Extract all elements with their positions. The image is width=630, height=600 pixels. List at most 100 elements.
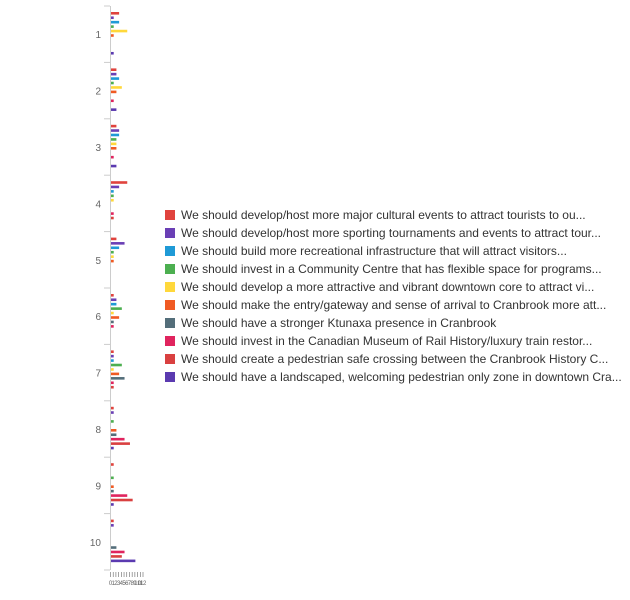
bar — [111, 498, 133, 502]
bar — [111, 368, 114, 371]
bar — [111, 212, 114, 215]
bar — [111, 372, 120, 376]
bar — [111, 72, 117, 76]
legend-item[interactable]: We should make the entry/gateway and sen… — [165, 296, 622, 314]
bar — [111, 34, 114, 37]
legend-item[interactable]: We should develop/host more sporting tou… — [165, 224, 622, 242]
bar — [111, 442, 130, 445]
bar — [111, 12, 120, 15]
bar — [111, 250, 114, 254]
legend-item[interactable]: We should have a landscaped, welcoming p… — [165, 368, 622, 386]
y-tick-label: 1 — [95, 30, 101, 41]
bar — [111, 237, 117, 241]
legend-label: We should have a stronger Ktunaxa presen… — [181, 316, 497, 330]
legend-label: We should create a pedestrian safe cross… — [181, 352, 609, 366]
bar — [111, 385, 114, 389]
legend-swatch — [165, 336, 175, 346]
bar — [111, 142, 117, 146]
y-tick-label: 3 — [95, 143, 101, 154]
legend-swatch — [165, 354, 175, 364]
bars — [111, 12, 136, 563]
x-tick-label: 3 — [117, 581, 121, 587]
y-tick-label: 7 — [95, 369, 101, 380]
x-tick-label: 11 — [137, 581, 144, 587]
legend-swatch — [165, 300, 175, 310]
legend-label: We should invest in the Canadian Museum … — [181, 334, 593, 348]
bar — [111, 294, 114, 297]
bar — [111, 559, 136, 563]
legend-item[interactable]: We should invest in the Canadian Museum … — [165, 332, 622, 350]
bar — [111, 307, 122, 310]
bar — [111, 494, 128, 497]
x-tick-label: 8 — [130, 581, 134, 587]
bar — [111, 489, 114, 493]
y-tick-label: 6 — [95, 312, 101, 323]
legend-label: We should invest in a Community Centre t… — [181, 262, 602, 276]
bar — [111, 255, 114, 258]
bar — [111, 446, 114, 450]
bar — [111, 485, 114, 488]
bar — [111, 259, 114, 263]
bar — [111, 311, 114, 315]
legend-swatch — [165, 228, 175, 238]
bar — [111, 546, 117, 549]
y-axis-labels: 1 2 3 4 5 6 7 8 9 10 — [90, 30, 102, 549]
y-tick-label: 2 — [95, 87, 101, 98]
bar — [111, 29, 128, 33]
bar — [111, 68, 117, 71]
bar — [111, 77, 120, 80]
legend-swatch — [165, 246, 175, 256]
bar — [111, 411, 114, 414]
legend-swatch — [165, 210, 175, 220]
legend-item[interactable]: We should invest in a Community Centre t… — [165, 260, 622, 278]
bar — [111, 124, 117, 128]
legend-label: We should have a landscaped, welcoming p… — [181, 370, 622, 384]
bar — [111, 198, 114, 202]
bar — [111, 298, 117, 302]
bar — [111, 519, 114, 523]
bar — [111, 320, 114, 324]
y-tick-label: 5 — [95, 256, 101, 267]
legend-item[interactable]: We should develop a more attractive and … — [165, 278, 622, 296]
bar — [111, 129, 120, 132]
bar — [111, 406, 114, 410]
x-tick-label: 10 — [134, 581, 141, 587]
bar — [111, 90, 117, 94]
bar — [111, 51, 114, 55]
bar — [111, 359, 114, 362]
bar — [111, 325, 114, 328]
bar — [111, 138, 117, 141]
bar — [111, 316, 120, 319]
legend-swatch — [165, 372, 175, 382]
bar — [111, 476, 114, 480]
legend-label: We should develop/host more major cultur… — [181, 208, 586, 222]
legend-item[interactable]: We should have a stronger Ktunaxa presen… — [165, 314, 622, 332]
bar — [111, 155, 114, 159]
x-tick-label: 9 — [133, 581, 137, 587]
bar — [111, 429, 117, 432]
bar — [111, 246, 120, 250]
legend-swatch — [165, 318, 175, 328]
legend-item[interactable]: We should build more recreational infras… — [165, 242, 622, 260]
y-tick-label: 4 — [95, 199, 101, 210]
bar — [111, 194, 114, 198]
y-axis-ticks — [104, 5, 110, 571]
bar — [111, 420, 114, 423]
bar — [111, 524, 114, 527]
bar — [111, 354, 114, 358]
bar — [111, 363, 122, 367]
bar — [111, 302, 117, 306]
legend-label: We should make the entry/gateway and sen… — [181, 298, 607, 312]
legend-item[interactable]: We should create a pedestrian safe cross… — [165, 350, 622, 368]
y-tick-label: 9 — [95, 481, 101, 492]
legend-item[interactable]: We should develop/host more major cultur… — [165, 206, 622, 224]
bar — [111, 550, 125, 554]
bar — [111, 99, 114, 103]
bar — [111, 25, 114, 28]
bar — [111, 164, 117, 168]
x-tick-label: 6 — [125, 581, 129, 587]
legend-label: We should build more recreational infras… — [181, 244, 567, 258]
bar — [111, 242, 125, 245]
bar — [111, 463, 114, 466]
